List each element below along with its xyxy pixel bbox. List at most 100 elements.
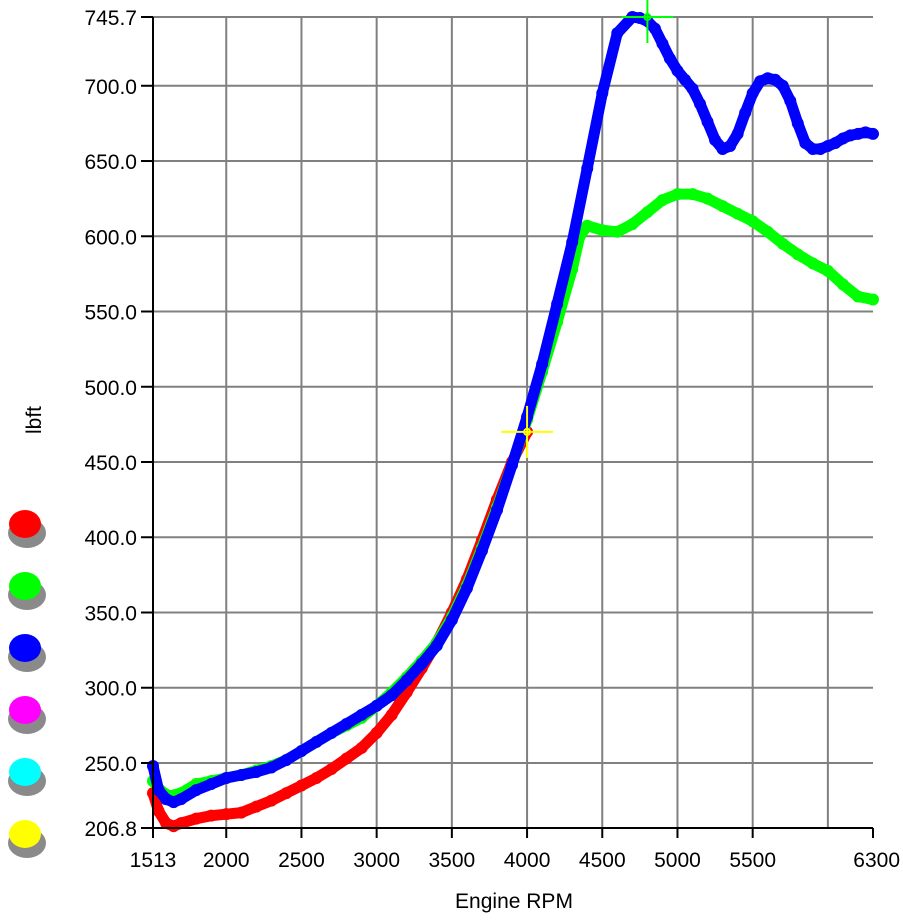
series-3-point — [430, 639, 443, 652]
series-3-point — [190, 784, 203, 797]
legend-swatch — [9, 634, 41, 662]
series-line-3 — [147, 11, 879, 808]
series-2-point — [581, 219, 594, 232]
y-tick-label: 206.8 — [84, 818, 137, 841]
series-2-point — [626, 218, 639, 231]
legend-swatch — [9, 758, 41, 786]
series-3-point — [784, 94, 797, 107]
series-1-point — [250, 800, 263, 813]
series-3-point — [355, 708, 368, 721]
series-2-point — [851, 290, 864, 303]
series-3-point — [340, 717, 353, 730]
series-3-point — [475, 544, 488, 557]
y-tick-label: 350.0 — [84, 602, 137, 625]
series-3-point — [581, 162, 594, 175]
series-2-point — [776, 237, 789, 250]
series-2-point — [641, 206, 654, 219]
y-tick-label: 745.7 — [84, 7, 137, 30]
series-3-point — [709, 133, 722, 146]
series-3-point — [867, 127, 879, 140]
series-3-point — [280, 753, 293, 766]
series-1-point — [325, 763, 338, 776]
series-3-point — [205, 778, 218, 791]
series-2-point — [686, 188, 699, 201]
series-3-point — [694, 97, 707, 110]
series-1-point — [190, 812, 203, 825]
series-2-point — [656, 194, 669, 207]
y-axis-label: lbft — [23, 406, 46, 434]
y-tick-label: 600.0 — [84, 226, 137, 249]
series-lines — [147, 11, 879, 833]
series-3-point — [152, 784, 165, 797]
series-1-point — [220, 808, 233, 821]
legend-swatches — [8, 510, 46, 858]
axes — [141, 16, 874, 838]
cursor-2-dot — [643, 13, 652, 21]
series-3-point — [739, 106, 752, 119]
y-tick-label: 500.0 — [84, 377, 137, 400]
series-1-point — [370, 726, 383, 739]
series-3-point — [310, 735, 323, 748]
series-3-point — [460, 582, 473, 595]
x-tick-label: 5000 — [654, 849, 701, 872]
series-2-point — [701, 192, 714, 205]
series-3-point — [265, 761, 278, 774]
y-tick-label: 400.0 — [84, 527, 137, 550]
series-3-point — [731, 127, 744, 140]
series-3-point — [678, 73, 691, 86]
series-1-point — [265, 794, 278, 807]
series-3-point — [551, 297, 564, 310]
series-1-point — [205, 809, 218, 822]
y-tick-label: 300.0 — [84, 678, 137, 701]
grid — [153, 16, 873, 829]
tick-labels: 206.8 250.0 300.0 350.0 400.0 450.0 500.0 550.0… — [84, 7, 900, 872]
y-tick-label: 450.0 — [84, 452, 137, 475]
series-3-point — [415, 657, 428, 670]
series-3-point — [536, 358, 549, 371]
series-3-point — [724, 139, 737, 152]
series-2-point — [746, 215, 759, 228]
series-3-point — [490, 504, 503, 517]
series-3-point — [663, 52, 676, 65]
series-1-point — [295, 779, 308, 792]
x-tick-label: 2500 — [278, 849, 325, 872]
x-tick-label: 4000 — [504, 849, 551, 872]
series-line-2 — [147, 188, 879, 802]
legend-swatch — [9, 820, 41, 848]
series-3-point — [250, 766, 263, 779]
y-tick-label: 700.0 — [84, 76, 137, 99]
x-tick-label: 3000 — [353, 849, 400, 872]
x-axis-label: Engine RPM — [455, 890, 573, 913]
x-tick-label: 2000 — [203, 849, 250, 872]
series-3-point — [295, 744, 308, 757]
series-2-point — [761, 225, 774, 238]
series-2-point — [791, 248, 804, 261]
series-3-point — [701, 115, 714, 128]
series-2-point — [716, 200, 729, 213]
x-tick-label: 4500 — [579, 849, 626, 872]
series-3-point — [400, 674, 413, 687]
series-3-point — [370, 699, 383, 712]
series-3-point — [385, 689, 398, 702]
series-1-point — [235, 806, 248, 819]
legend-swatch — [9, 696, 41, 724]
legend-swatch — [9, 510, 41, 538]
y-tick-label: 250.0 — [84, 753, 137, 776]
series-1-point — [310, 772, 323, 785]
series-3-point — [776, 79, 789, 92]
series-2-point — [806, 257, 819, 270]
cursor-markers — [501, 0, 674, 458]
series-2-point — [731, 207, 744, 220]
series-3-point — [746, 87, 759, 100]
series-2-point — [836, 278, 849, 291]
series-1-point — [340, 752, 353, 765]
series-1-point — [355, 741, 368, 754]
series-1-point — [152, 805, 165, 818]
x-tick-label: 3500 — [429, 849, 476, 872]
series-1-point — [385, 708, 398, 721]
series-3-point — [325, 726, 338, 739]
series-2-point — [596, 224, 609, 237]
series-3-point — [175, 793, 188, 806]
x-tick-label: 5500 — [729, 849, 776, 872]
